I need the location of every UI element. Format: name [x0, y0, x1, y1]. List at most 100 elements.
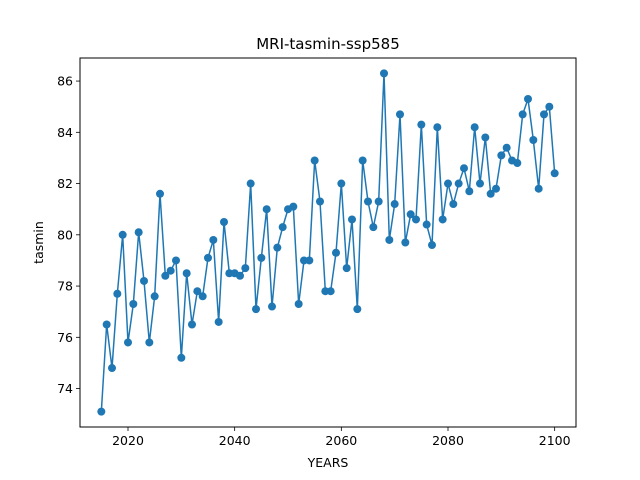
data-point: [246, 179, 255, 188]
data-point: [182, 269, 191, 278]
data-point: [326, 287, 335, 296]
data-point: [252, 305, 260, 314]
data-point: [97, 407, 106, 416]
data-point: [316, 197, 324, 206]
data-point: [540, 110, 548, 119]
data-point: [166, 266, 175, 275]
axes-frame: [79, 57, 577, 428]
data-point: [428, 241, 436, 250]
data-point: [209, 235, 218, 244]
data-point: [438, 215, 447, 224]
x-tick-label: 2080: [432, 433, 464, 448]
data-point: [241, 264, 250, 273]
data-point: [433, 123, 442, 132]
data-point: [262, 205, 271, 214]
data-point: [449, 200, 458, 209]
data-point: [380, 69, 388, 78]
y-axis-label: tasmin: [31, 221, 46, 264]
x-tick-label: 2060: [325, 433, 357, 448]
data-point: [113, 289, 122, 298]
data-point: [177, 353, 186, 362]
x-tick-label: 2100: [539, 433, 571, 448]
data-point: [422, 220, 431, 229]
data-point: [401, 238, 410, 247]
data-point: [332, 248, 340, 257]
data-point: [492, 184, 500, 193]
data-point: [102, 320, 111, 329]
y-tick-label: 84: [57, 125, 73, 140]
data-point: [257, 253, 266, 262]
data-point: [193, 287, 202, 296]
data-point: [268, 302, 276, 311]
data-point: [444, 179, 452, 188]
data-point: [460, 164, 468, 173]
plot-area: [97, 69, 559, 416]
data-point: [406, 210, 415, 219]
y-tick-label: 74: [57, 381, 73, 396]
data-point: [364, 197, 372, 206]
data-point: [310, 156, 319, 165]
data-point: [465, 187, 474, 196]
data-point: [470, 123, 479, 132]
data-point: [502, 143, 511, 152]
data-point: [161, 271, 170, 280]
data-point: [337, 179, 346, 188]
data-point: [412, 215, 420, 224]
data-point: [396, 110, 404, 119]
data-point: [289, 202, 298, 211]
y-axis: 74 76 78 80 82 84 86: [57, 74, 80, 396]
y-tick-label: 86: [57, 74, 73, 89]
chart-title: MRI-tasmin-ssp585: [256, 35, 400, 53]
data-point: [454, 179, 463, 188]
data-point: [140, 276, 148, 285]
data-point: [476, 179, 484, 188]
y-tick-label: 78: [57, 279, 73, 294]
y-tick-label: 80: [57, 227, 73, 242]
data-point: [273, 243, 282, 252]
data-point: [294, 300, 303, 308]
data-point: [214, 317, 223, 326]
data-point: [486, 189, 495, 198]
data-point: [172, 256, 180, 265]
data-point: [518, 110, 527, 119]
data-point: [236, 271, 244, 280]
data-point: [513, 159, 522, 168]
y-tick-label: 76: [57, 330, 73, 345]
x-tick-label: 2040: [219, 433, 251, 448]
data-point: [481, 133, 490, 142]
data-point: [124, 338, 132, 347]
data-point: [358, 156, 367, 165]
data-point: [220, 218, 228, 226]
data-point: [145, 338, 154, 347]
data-point: [305, 256, 314, 265]
data-point: [129, 300, 138, 308]
data-point: [118, 230, 127, 239]
data-point: [342, 264, 351, 273]
data-point: [534, 184, 543, 193]
data-point: [524, 95, 532, 103]
data-point: [134, 228, 143, 237]
data-point: [550, 169, 559, 178]
data-point: [417, 120, 426, 129]
data-point: [374, 197, 383, 206]
data-point: [204, 253, 212, 262]
data-point: [369, 223, 378, 232]
x-axis: 2020 2040 2060 2080 2100: [112, 427, 571, 448]
data-point: [278, 223, 287, 232]
y-tick-label: 82: [57, 176, 73, 191]
data-point: [188, 320, 196, 329]
data-point: [529, 136, 538, 144]
data-point: [156, 189, 164, 198]
data-point: [198, 292, 207, 301]
data-point: [497, 151, 506, 160]
data-point: [545, 102, 554, 111]
x-tick-label: 2020: [112, 433, 144, 448]
data-point: [348, 215, 356, 224]
data-point: [353, 305, 362, 314]
data-point: [385, 235, 394, 244]
data-point: [150, 292, 159, 301]
data-point: [108, 364, 116, 373]
x-axis-label: YEARS: [307, 455, 349, 470]
